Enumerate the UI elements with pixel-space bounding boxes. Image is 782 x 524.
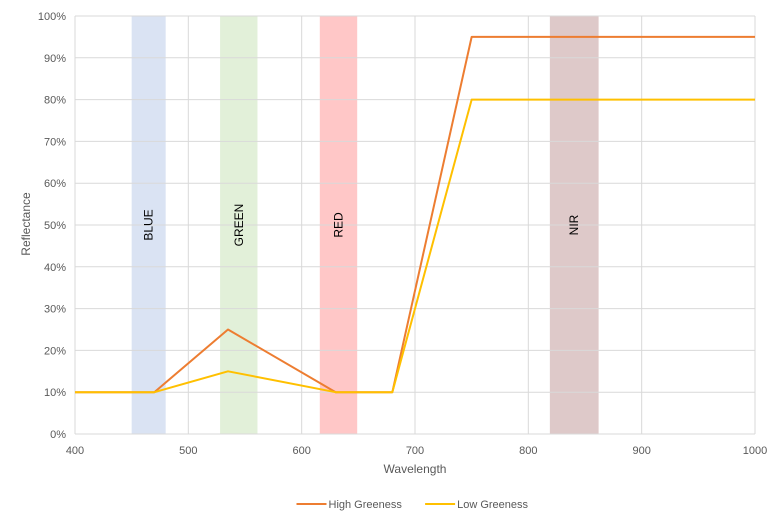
y-tick-label: 30% [44,304,66,316]
x-tick-label: 700 [406,445,424,457]
x-tick-label: 800 [519,445,537,457]
y-tick-label: 60% [44,178,66,190]
x-axis-title: Wavelength [384,462,447,476]
ticks-layer: 0% 10% 20% 30% 40% 50% 60% 70% 80% 90% 100% 400 500 6… [38,11,767,457]
y-axis-title: Reflectance [19,192,33,256]
y-tick-label: 0% [50,429,66,441]
band-label-nir: NIR [567,214,581,235]
y-tick-label: 70% [44,136,66,148]
series-line-low-greeness [75,98,755,394]
legend-label-low-greeness: Low Greeness [457,499,528,511]
series-layer [75,35,755,394]
y-tick-label: 20% [44,345,66,357]
y-tick-label: 80% [44,95,66,107]
x-tick-label: 900 [632,445,650,457]
y-tick-label: 50% [44,220,66,232]
band-labels-layer: BLUE GREEN RED NIR [142,204,582,247]
x-tick-label: 1000 [743,445,767,457]
y-tick-label: 90% [44,53,66,65]
band-label-red: RED [332,212,346,238]
y-tick-label: 100% [38,11,66,23]
y-tick-label: 40% [44,262,66,274]
legend-label-high-greeness: High Greeness [329,499,403,511]
x-tick-label: 500 [179,445,197,457]
x-tick-label: 600 [292,445,310,457]
band-label-green: GREEN [232,204,246,247]
x-tick-label: 400 [66,445,84,457]
legend: High Greeness Low Greeness [296,499,529,511]
band-label-blue: BLUE [142,209,156,240]
y-tick-label: 10% [44,387,66,399]
grid-layer [74,15,756,435]
